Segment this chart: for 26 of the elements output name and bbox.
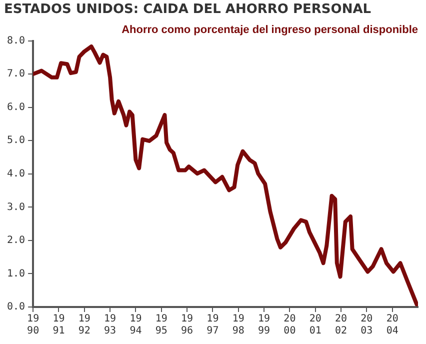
x-tick-label: 19 92 (78, 314, 90, 337)
y-tick-label: 6.0 (7, 102, 26, 113)
x-tick-label: 20 01 (309, 314, 322, 337)
chart-title: ESTADOS UNIDOS: CAIDA DEL AHORRO PERSONAL (4, 2, 372, 18)
y-tick-label: 2.0 (7, 235, 26, 246)
y-tick-label: 4.0 (7, 168, 26, 180)
x-tick-label: 19 96 (181, 314, 194, 337)
y-tick-label: 7.0 (7, 68, 26, 80)
y-tick-label: 8.0 (7, 35, 26, 46)
y-tick-label: 1.0 (7, 268, 26, 280)
x-tick-label: 19 95 (155, 314, 168, 337)
x-tick-label: 19 98 (232, 314, 244, 337)
x-tick-label: 19 93 (104, 314, 116, 337)
y-tick-label: 5.0 (7, 135, 26, 146)
x-tick-label: 19 97 (206, 314, 219, 337)
y-tick-label: 3.0 (7, 202, 26, 213)
x-tick-label: 19 99 (258, 314, 270, 337)
x-tick-label: 19 91 (52, 314, 65, 337)
x-tick-label: 20 00 (284, 314, 296, 337)
y-tick-label: 0.0 (7, 302, 26, 313)
x-tick-label: 19 94 (130, 314, 142, 337)
x-tick-label: 20 04 (386, 314, 398, 337)
x-tick-label: 20 03 (360, 314, 373, 337)
chart-subtitle: Ahorro como porcentaje del ingreso personal disponible (122, 24, 418, 36)
x-tick-label: 19 90 (27, 314, 40, 337)
x-tick-label: 20 02 (334, 314, 348, 337)
